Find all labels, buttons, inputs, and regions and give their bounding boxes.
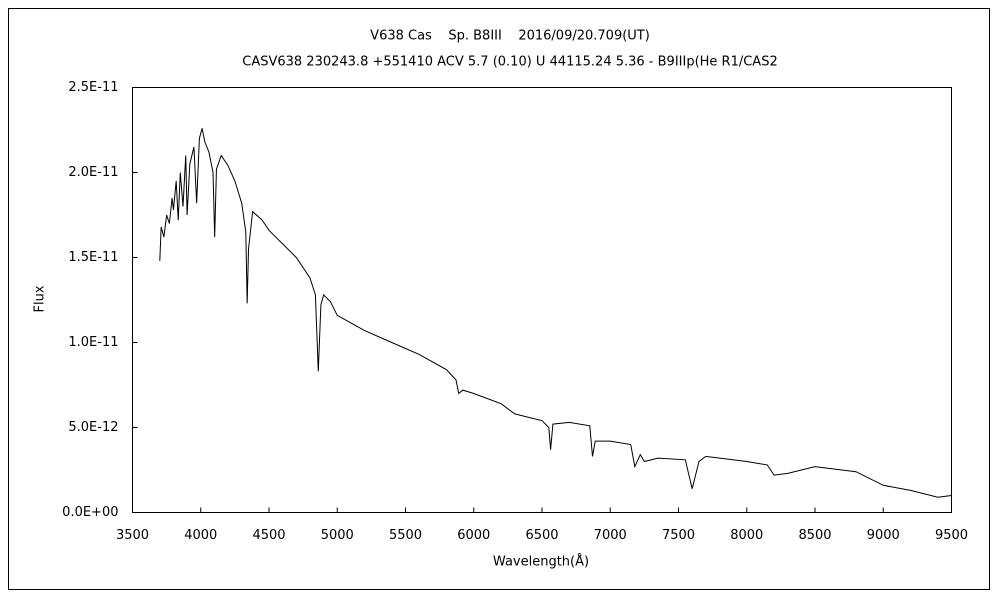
y-tick-label: 5.0E-12 — [68, 420, 118, 435]
x-tick-label: 4000 — [184, 528, 217, 543]
x-tick-label: 9500 — [935, 528, 968, 543]
x-tick-label: 6000 — [457, 528, 490, 543]
x-tick-label: 4500 — [252, 528, 285, 543]
x-tick-label: 5500 — [389, 528, 422, 543]
x-tick-label: 9000 — [867, 528, 900, 543]
x-axis-label: Wavelength(Å) — [493, 554, 589, 570]
x-tick-label: 7500 — [662, 528, 695, 543]
y-axis-label: Flux — [33, 285, 48, 312]
x-tick-label: 7000 — [594, 528, 627, 543]
y-tick-label: 0.0E+00 — [62, 505, 118, 520]
spectrum-line — [159, 128, 952, 498]
frame — [8, 8, 990, 590]
chart-subtitle: CASV638 230243.8 +551410 ACV 5.7 (0.10) … — [242, 55, 777, 70]
x-tick-label: 8500 — [798, 528, 831, 543]
y-tick-label: 1.0E-11 — [68, 335, 118, 350]
x-tick-label: 6500 — [525, 528, 558, 543]
y-tick-label: 2.5E-11 — [68, 80, 118, 95]
y-tick-label: 2.0E-11 — [68, 165, 118, 180]
y-tick-label: 1.5E-11 — [68, 250, 118, 265]
x-tick-label: 3500 — [116, 528, 149, 543]
x-tick-label: 5000 — [321, 528, 354, 543]
chart-title: V638 Cas Sp. B8III 2016/09/20.709(UT) — [370, 29, 650, 44]
x-tick-label: 8000 — [730, 528, 763, 543]
